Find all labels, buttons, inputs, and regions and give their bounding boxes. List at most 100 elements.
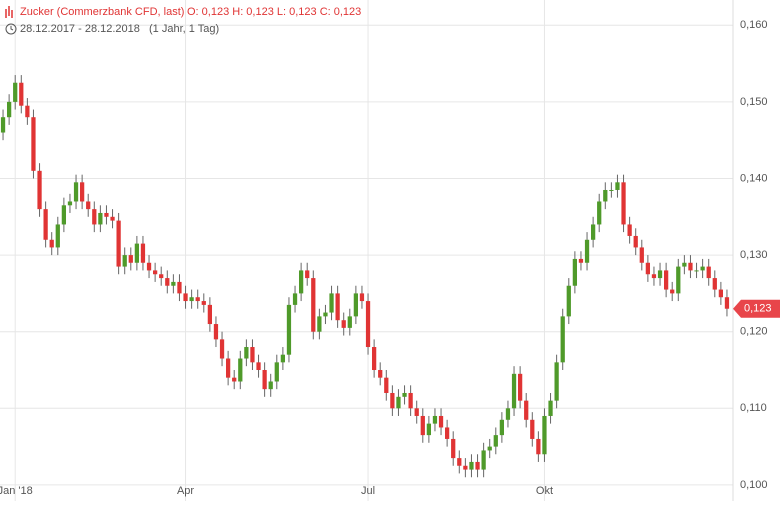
candle-body — [238, 358, 243, 382]
candle-body — [280, 354, 286, 363]
candle-body — [79, 182, 85, 202]
candle-body — [615, 182, 620, 190]
candle-body — [317, 316, 322, 332]
candle-body — [718, 289, 724, 298]
candle-body — [341, 320, 346, 328]
candle-body — [225, 358, 231, 378]
candle-body — [286, 304, 292, 355]
candle-body — [584, 239, 590, 263]
candle-body — [183, 293, 188, 302]
candle-body — [524, 400, 529, 420]
candle-body — [724, 297, 730, 309]
candle-body — [390, 392, 395, 409]
candle-body — [329, 293, 334, 313]
candle-body — [353, 293, 359, 317]
candle-body — [195, 297, 200, 302]
candle-body — [171, 281, 176, 286]
candle-body — [122, 255, 127, 267]
candle-body — [298, 270, 304, 294]
candle-body — [645, 262, 651, 275]
candle-body — [676, 266, 681, 294]
candle-body — [609, 189, 614, 191]
candle-body — [475, 461, 480, 470]
candle-body — [73, 182, 79, 202]
candle-body — [262, 370, 267, 390]
candle-body — [305, 270, 310, 279]
y-tick-label: 0,130 — [740, 249, 768, 261]
candle-body — [152, 270, 158, 275]
candle-body — [517, 373, 523, 401]
candle-body — [688, 262, 693, 271]
y-tick-label: 0,150 — [740, 96, 768, 108]
candle-body — [274, 362, 279, 382]
candle-body — [408, 392, 413, 409]
candle-body — [110, 216, 115, 221]
candle-body — [0, 117, 6, 133]
clock-icon — [5, 23, 17, 35]
candle-body — [323, 312, 328, 317]
candle-body — [402, 392, 407, 397]
date-range: 28.12.2017 - 28.12.2018 — [20, 23, 140, 35]
candle-body — [530, 419, 535, 439]
candle-body — [414, 408, 419, 416]
x-tick-label: Okt — [536, 485, 553, 497]
y-tick-label: 0,100 — [740, 479, 768, 491]
candle-body — [542, 415, 547, 455]
candle-body — [481, 450, 486, 470]
y-tick-label: 0,120 — [740, 326, 768, 338]
candle-body — [670, 289, 675, 294]
candle-body — [560, 316, 565, 363]
candle-body — [572, 258, 578, 286]
clock-hand — [10, 26, 14, 31]
candle-body — [359, 293, 365, 302]
candle-body — [140, 243, 146, 263]
ohlc-label: O: 0,123 H: 0,123 L: 0,123 C: 0,123 — [187, 6, 361, 18]
candle-body — [432, 415, 438, 424]
candle-body — [268, 381, 273, 390]
y-tick-label: 0,110 — [740, 402, 767, 414]
chart-icon — [5, 6, 13, 18]
period: (1 Jahr, 1 Tag) — [149, 23, 219, 35]
candle-body — [13, 82, 18, 102]
candle-body — [639, 247, 644, 263]
candle-body — [463, 465, 468, 470]
candle-body — [438, 415, 444, 428]
candle-body — [700, 266, 705, 271]
candle-body — [146, 262, 152, 271]
candle-body — [633, 235, 638, 248]
candle-body — [37, 170, 42, 210]
candle-body — [365, 301, 371, 348]
x-tick-label: Jul — [361, 485, 375, 497]
candle-body — [511, 373, 517, 409]
x-tick-label: Apr — [177, 485, 194, 497]
candle-body — [566, 285, 571, 317]
candle-body — [371, 347, 377, 371]
candle-body — [165, 278, 170, 286]
candle-body — [55, 224, 60, 248]
candle-body — [590, 224, 596, 240]
candle-body — [43, 209, 48, 240]
candle-body — [104, 212, 109, 217]
candle-body — [347, 316, 352, 328]
chart-title: Zucker (Commerzbank CFD, last) — [20, 6, 184, 18]
candle-body — [250, 347, 255, 363]
candle-body — [311, 278, 316, 332]
candle-body — [396, 396, 401, 409]
candle-body — [597, 201, 602, 225]
y-tick-label: 0,140 — [740, 172, 768, 184]
candle-body — [244, 347, 249, 359]
candle-body — [651, 274, 657, 279]
candle-body — [487, 446, 492, 451]
candle-body — [706, 266, 711, 279]
candle-body — [49, 239, 54, 248]
candle-body — [457, 458, 462, 466]
candle-body — [67, 201, 73, 206]
candle-body — [134, 243, 140, 263]
candle-body — [31, 117, 36, 171]
candle-body — [627, 224, 632, 236]
candle-body — [128, 255, 133, 263]
candle-body — [536, 438, 541, 455]
candle-body — [232, 377, 237, 382]
